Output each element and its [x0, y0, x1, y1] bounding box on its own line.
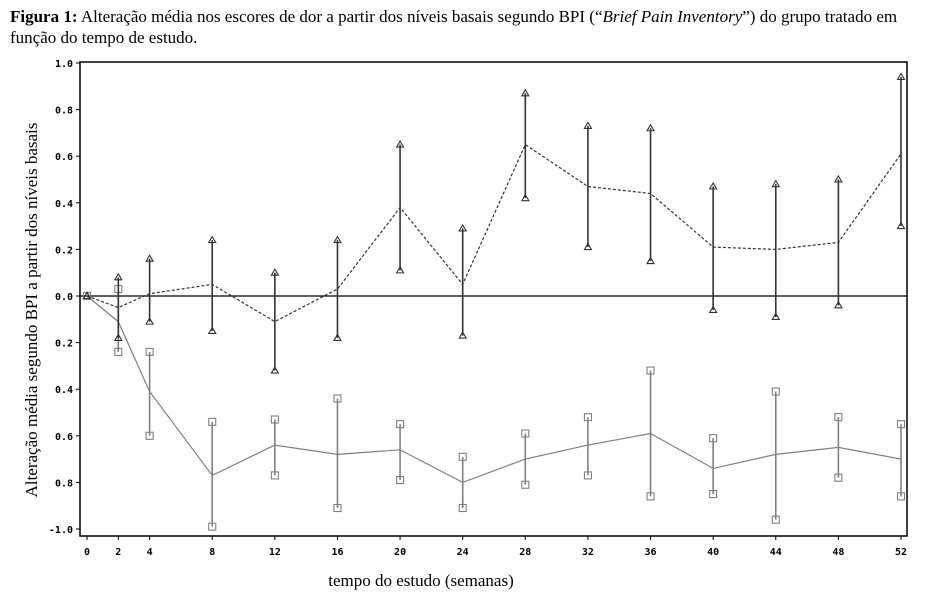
y-axis-title: Alteração média segundo BPI a partir dos… [22, 123, 41, 498]
triangle-marker [833, 174, 843, 183]
square-marker [709, 434, 718, 443]
triangle-marker [646, 123, 655, 132]
square-marker [521, 429, 530, 438]
triangle-marker [113, 272, 123, 281]
triangle-marker [458, 223, 468, 232]
y-tick-label: 0.2 [55, 245, 73, 256]
x-tick-label: 16 [331, 547, 343, 558]
square-marker [145, 431, 154, 440]
triangle-marker [145, 254, 155, 262]
square-marker [333, 394, 342, 403]
triangle-marker [145, 317, 155, 325]
square-marker [396, 420, 405, 429]
square-marker [208, 417, 217, 426]
y-tick-label: -1.0 [49, 525, 73, 536]
square-marker [834, 473, 843, 482]
square-marker [646, 366, 655, 375]
x-tick-label: 4 [147, 547, 153, 558]
caption-text-b: ”) do grupo tratado em função do tempo d… [10, 7, 898, 47]
square-series [82, 284, 906, 531]
plot-frame [79, 61, 908, 537]
caption-text-a: Alteração média nos escores de dor a par… [77, 7, 603, 26]
square-marker [834, 413, 843, 422]
x-tick-label: 48 [832, 547, 844, 558]
triangle-marker [113, 333, 123, 341]
x-tick-label: 8 [209, 547, 215, 558]
y-tick-label: 1.0 [55, 59, 73, 70]
square-marker [270, 415, 279, 424]
triangle-marker [207, 235, 217, 244]
square-marker [114, 347, 123, 356]
triangle-marker [270, 365, 280, 374]
triangle-marker [771, 312, 781, 321]
x-tick-label: 2 [115, 547, 121, 558]
triangle-marker [333, 235, 342, 244]
caption-label: Figura 1: [10, 7, 78, 26]
y-tick-label: 0.4 [55, 385, 73, 396]
triangle-marker [395, 139, 405, 148]
x-tick-label: 52 [895, 547, 907, 558]
square-marker [583, 413, 592, 422]
square-marker [896, 492, 906, 501]
triangle-marker [458, 331, 468, 339]
triangle-marker [207, 326, 217, 335]
square-marker [396, 476, 405, 485]
x-tick-label: 36 [645, 547, 657, 558]
triangle-marker [583, 242, 593, 251]
triangle-series [82, 72, 906, 374]
x-tick-label: 12 [269, 547, 281, 558]
triangle-marker [896, 221, 906, 230]
series-line [86, 143, 902, 323]
x-tick-label: 0 [84, 547, 90, 558]
caption-text-italic: Brief Pain Inventory [602, 7, 743, 26]
y-tick-label: 0.2 [55, 339, 73, 350]
square-marker [709, 489, 718, 499]
square-marker [145, 347, 154, 356]
triangle-marker [520, 88, 530, 97]
square-marker [583, 471, 592, 480]
square-marker [521, 480, 530, 489]
y-tick-label: 0.0 [55, 292, 73, 303]
square-marker [270, 471, 279, 480]
square-marker [208, 522, 217, 531]
x-tick-label: 40 [707, 547, 719, 558]
triangle-marker [520, 193, 530, 202]
triangle-marker [708, 305, 718, 314]
triangle-marker [896, 72, 906, 81]
square-marker [646, 492, 655, 501]
x-tick-label: 20 [394, 547, 406, 558]
square-marker [771, 515, 780, 524]
y-tick-label: 0.8 [55, 106, 73, 117]
triangle-marker [646, 256, 655, 265]
triangle-marker [833, 300, 843, 309]
square-marker [333, 503, 342, 513]
x-tick-label: 32 [582, 547, 594, 558]
square-marker [896, 420, 906, 429]
y-tick-label: 0.6 [55, 152, 73, 163]
square-marker [771, 387, 780, 396]
triangle-marker [583, 121, 593, 129]
x-axis-title: tempo do estudo (semanas) [328, 571, 514, 590]
triangle-marker [771, 179, 781, 188]
triangle-marker [270, 268, 280, 276]
figure-caption: Figura 1: Alteração média nos escores de… [10, 6, 920, 48]
square-marker [458, 452, 467, 461]
x-tick-label: 24 [457, 547, 469, 558]
triangle-marker [82, 291, 92, 300]
square-marker [458, 503, 467, 513]
x-tick-label: 44 [770, 547, 782, 558]
y-tick-label: 0.6 [55, 432, 73, 443]
y-tick-label: 0.8 [55, 478, 73, 489]
triangle-marker [333, 333, 342, 341]
triangle-marker [708, 181, 718, 190]
triangle-marker [395, 265, 405, 274]
y-tick-label: 0.4 [55, 199, 73, 210]
x-tick-label: 28 [519, 547, 531, 558]
